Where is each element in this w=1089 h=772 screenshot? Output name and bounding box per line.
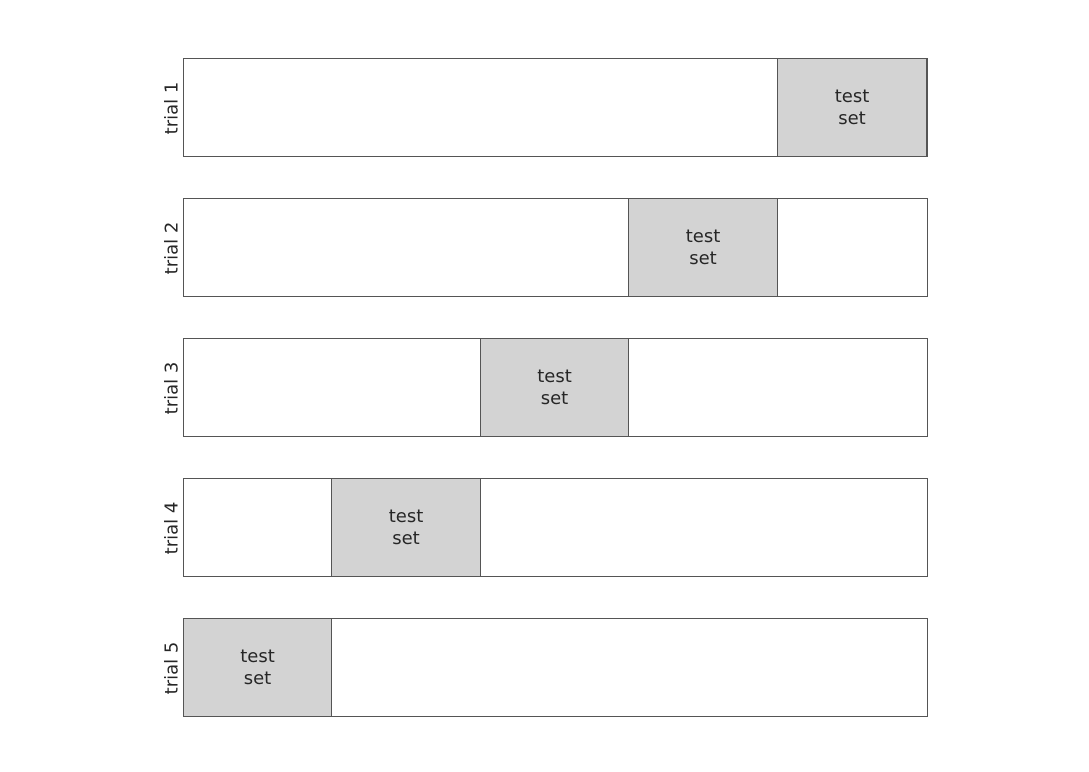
test-set-label: test set bbox=[240, 645, 275, 689]
data-bar: test set bbox=[183, 58, 928, 157]
trial-label: trial 4 bbox=[160, 478, 184, 577]
test-set-segment: test set bbox=[628, 198, 778, 297]
test-set-label: test set bbox=[388, 505, 424, 549]
trial-row-3: trial 3 test set bbox=[0, 338, 1089, 437]
trial-label-text: trial 3 bbox=[161, 361, 183, 414]
trial-row-1: trial 1 test set bbox=[0, 58, 1089, 157]
test-set-segment: test set bbox=[183, 618, 332, 717]
trial-row-5: trial 5 test set bbox=[0, 618, 1089, 717]
trial-label: trial 5 bbox=[160, 618, 184, 717]
trial-label-text: trial 4 bbox=[161, 501, 183, 554]
data-bar: test set bbox=[183, 618, 928, 717]
trial-label-text: trial 1 bbox=[161, 81, 183, 134]
trial-label-text: trial 2 bbox=[161, 221, 183, 274]
data-bar: test set bbox=[183, 198, 928, 297]
test-set-label: test set bbox=[834, 85, 870, 129]
trial-row-2: trial 2 test set bbox=[0, 198, 1089, 297]
test-set-label: test set bbox=[537, 365, 572, 409]
test-set-segment: test set bbox=[480, 338, 629, 437]
data-bar: test set bbox=[183, 338, 928, 437]
trial-label: trial 3 bbox=[160, 338, 184, 437]
trial-label: trial 2 bbox=[160, 198, 184, 297]
data-bar: test set bbox=[183, 478, 928, 577]
test-set-segment: test set bbox=[777, 58, 927, 157]
trial-label-text: trial 5 bbox=[161, 641, 183, 694]
test-set-label: test set bbox=[685, 225, 721, 269]
trial-row-4: trial 4 test set bbox=[0, 478, 1089, 577]
trial-label: trial 1 bbox=[160, 58, 184, 157]
test-set-segment: test set bbox=[331, 478, 481, 577]
